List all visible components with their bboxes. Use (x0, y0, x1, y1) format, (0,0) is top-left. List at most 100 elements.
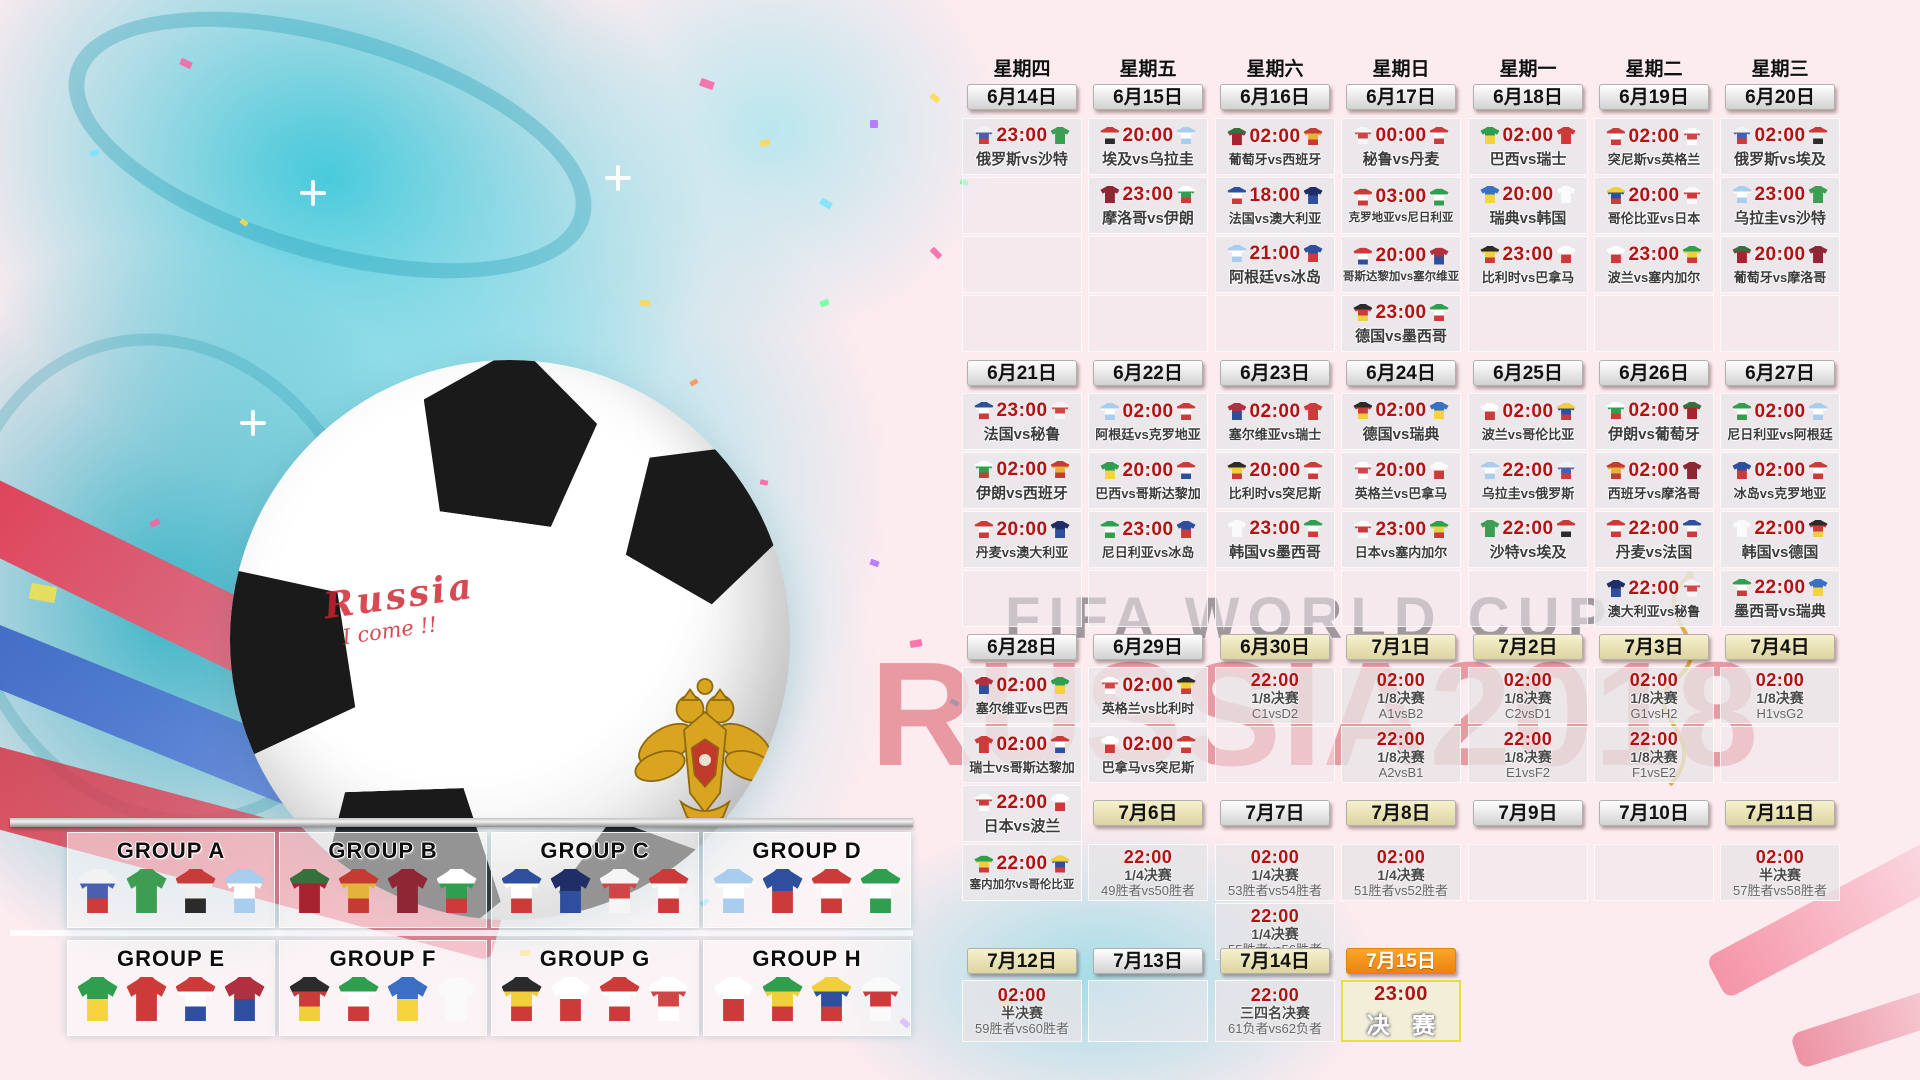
date-button[interactable]: 6月19日 (1599, 84, 1709, 110)
date-button[interactable]: 7月14日 (1220, 948, 1330, 974)
date-button[interactable]: 7月15日 (1346, 948, 1456, 974)
date-button[interactable]: 6月24日 (1346, 360, 1456, 386)
match-cell: 23:00 俄罗斯vs沙特 (962, 118, 1082, 175)
match-cell: 22:00 塞内加尔vs哥伦比亚 (962, 844, 1082, 901)
match-teams: 克罗地亚vs尼日利亚 (1348, 212, 1454, 224)
home-jersey-icon (1480, 127, 1500, 144)
match-time: 02:00 (1122, 400, 1174, 422)
date-button[interactable]: 6月25日 (1473, 360, 1583, 386)
date-button[interactable]: 6月20日 (1725, 84, 1835, 110)
team-jersey-icon (126, 977, 167, 1021)
date-button[interactable]: 6月27日 (1725, 360, 1835, 386)
date-button[interactable]: 7月9日 (1473, 800, 1583, 826)
away-jersey-icon (1808, 579, 1828, 596)
date-button[interactable]: 6月26日 (1599, 360, 1709, 386)
team-jersey-icon (289, 977, 330, 1021)
match-cell: 20:00 丹麦vs澳大利亚 (962, 511, 1082, 568)
away-jersey-icon (1429, 304, 1449, 321)
match-cell: 23:00 法国vs秘鲁 (962, 393, 1082, 450)
date-button[interactable]: 6月17日 (1346, 84, 1456, 110)
group-label: GROUP G (539, 946, 651, 971)
away-jersey-icon (1050, 461, 1070, 478)
away-jersey-icon (1303, 245, 1323, 262)
match-cell: 22:00 乌拉圭vs俄罗斯 (1468, 452, 1588, 509)
date-button[interactable]: 6月16日 (1220, 84, 1330, 110)
group-box: GROUP D (703, 832, 911, 928)
match-cell: 02:00 西班牙vs摩洛哥 (1594, 452, 1714, 509)
team-jersey-icon (77, 869, 118, 913)
group-box: GROUP H (703, 940, 911, 1036)
match-cell: 23:00 韩国vs墨西哥 (1215, 511, 1335, 568)
match-teams: 突尼斯vs英格兰 (1607, 151, 1701, 167)
date-button[interactable]: 6月29日 (1093, 634, 1203, 660)
date-button[interactable]: 7月10日 (1599, 800, 1709, 826)
date-button[interactable]: 6月23日 (1220, 360, 1330, 386)
date-button[interactable]: 6月21日 (967, 360, 1077, 386)
away-jersey-icon (1556, 520, 1576, 537)
home-jersey-icon (1227, 245, 1247, 262)
home-jersey-icon (1606, 580, 1626, 597)
knockout-participants: 51胜者vs52胜者 (1354, 882, 1448, 898)
match-time-row: 02:00 (1100, 400, 1196, 423)
match-teams: 塞内加尔vs哥伦比亚 (969, 879, 1075, 891)
match-teams: 巴拿马vs突尼斯 (1101, 759, 1195, 775)
match-time: 21:00 (1249, 242, 1301, 264)
date-button[interactable]: 6月14日 (967, 84, 1077, 110)
date-button[interactable]: 7月12日 (967, 948, 1077, 974)
team-jersey-icon (599, 977, 640, 1021)
match-cell: 23:00 日本vs塞内加尔 (1341, 511, 1461, 568)
group-jersey-row (68, 869, 274, 913)
date-button[interactable]: 7月6日 (1093, 800, 1203, 826)
knockout-cell: 02:00 1/8决赛 A1vsB2 (1341, 667, 1461, 724)
date-button[interactable]: 6月18日 (1473, 84, 1583, 110)
away-jersey-icon (1556, 127, 1576, 144)
knockout-participants: F1vsE2 (1631, 764, 1677, 780)
match-time: 02:00 (1250, 846, 1300, 867)
match-time: 02:00 (1755, 669, 1805, 690)
match-cell: 23:00 波兰vs塞内加尔 (1594, 236, 1714, 293)
match-time: 23:00 (1502, 243, 1554, 265)
match-time: 20:00 (1249, 459, 1301, 481)
group-jersey-row (704, 977, 910, 1021)
match-time-row: 02:00 (1606, 400, 1702, 422)
date-button[interactable]: 6月28日 (967, 634, 1077, 660)
date-button[interactable]: 7月4日 (1725, 634, 1835, 660)
date-button[interactable]: 7月1日 (1346, 634, 1456, 660)
away-jersey-icon (1050, 736, 1070, 753)
match-time: 20:00 (1502, 183, 1554, 205)
date-button[interactable]: 7月8日 (1346, 800, 1456, 826)
date-button[interactable]: 7月3日 (1599, 634, 1709, 660)
match-teams: 俄罗斯vs埃及 (1734, 150, 1826, 168)
date-button[interactable]: 7月11日 (1725, 800, 1835, 826)
match-time-row: 02:00 (1606, 460, 1702, 482)
empty-cell (1215, 570, 1335, 627)
match-time: 02:00 (1502, 124, 1554, 146)
group-jersey-row (492, 869, 698, 913)
empty-cell (962, 236, 1082, 293)
match-time-row: 22:00 (1732, 577, 1828, 599)
match-cell: 02:00 伊朗vs西班牙 (962, 452, 1082, 509)
match-time: 02:00 (1122, 674, 1174, 696)
match-time: 02:00 (1249, 125, 1301, 147)
empty-cell (1088, 570, 1208, 627)
match-time: 23:00 (1375, 518, 1427, 540)
match-teams: 摩洛哥vs伊朗 (1102, 209, 1194, 227)
date-button[interactable]: 6月15日 (1093, 84, 1203, 110)
knockout-cell: 02:00 1/8决赛 H1vsG2 (1720, 667, 1840, 724)
date-button[interactable]: 7月13日 (1093, 948, 1203, 974)
match-time-row: 02:00 (1480, 124, 1576, 147)
group-box: GROUP E (67, 940, 275, 1036)
match-teams: 乌拉圭vs俄罗斯 (1481, 485, 1575, 501)
date-button[interactable]: 6月22日 (1093, 360, 1203, 386)
away-jersey-icon (1682, 402, 1702, 419)
match-time: 03:00 (1375, 186, 1427, 207)
team-jersey-icon (860, 869, 901, 913)
home-jersey-icon (1227, 403, 1247, 420)
date-button[interactable]: 7月7日 (1220, 800, 1330, 826)
match-teams: 阿根廷vs冰岛 (1229, 268, 1321, 286)
home-jersey-icon (1353, 304, 1373, 321)
match-cell: 23:00 尼日利亚vs冰岛 (1088, 511, 1208, 568)
date-button[interactable]: 6月30日 (1220, 634, 1330, 660)
empty-cell (1720, 726, 1840, 783)
date-button[interactable]: 7月2日 (1473, 634, 1583, 660)
